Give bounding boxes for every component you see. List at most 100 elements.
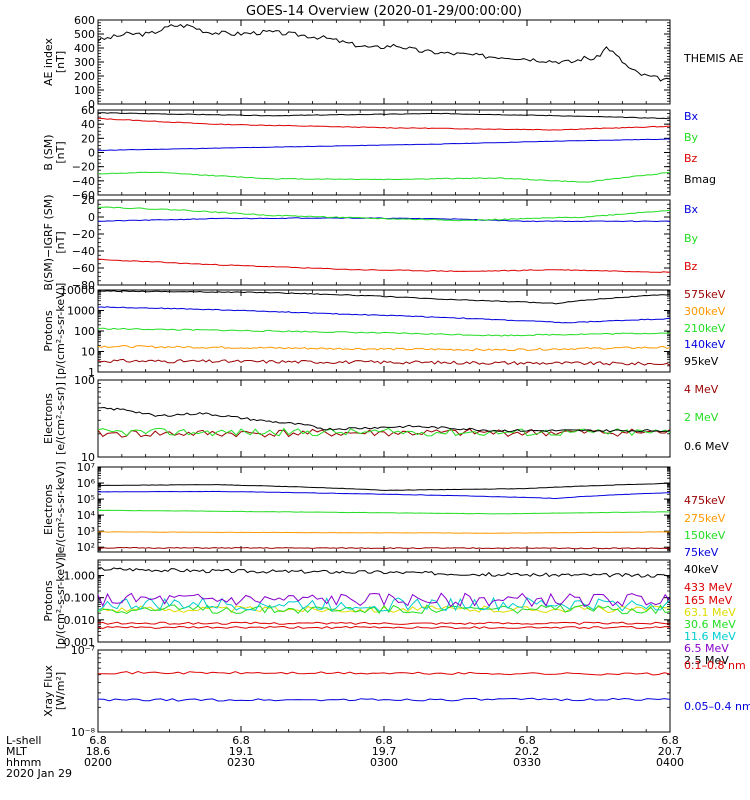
- y-tick-label: 10⁴: [77, 509, 96, 522]
- series-line-433-mev: [98, 625, 670, 630]
- y-axis-label: [nT]: [54, 231, 67, 253]
- series-line-0-1-0-8-nm: [98, 670, 670, 676]
- y-tick-label: 1000: [67, 305, 95, 318]
- series-line-165-mev: [98, 621, 670, 625]
- y-tick-label: 10⁻⁸: [71, 726, 96, 739]
- legend-label: 2.5 MeV: [684, 654, 729, 667]
- y-tick-label: 300: [74, 56, 95, 69]
- y-tick-label: 0: [88, 98, 95, 111]
- legend-label: 165 MeV: [684, 594, 733, 607]
- y-tick-label: 400: [74, 42, 95, 55]
- y-tick-label: 10²: [77, 541, 95, 554]
- y-tick-label: 0.100: [64, 592, 96, 605]
- legend-label: THEMIS AE: [683, 52, 744, 65]
- y-tick-label: 10⁶: [77, 477, 96, 490]
- y-axis-label: [nT]: [54, 51, 67, 73]
- legend-label: 11.6 MeV: [684, 630, 736, 643]
- y-tick-label: 1.000: [64, 569, 96, 582]
- y-tick-label: 10⁵: [77, 493, 95, 506]
- series-line-by: [98, 206, 670, 222]
- x-row-label: 2020 Jan 29: [6, 767, 72, 780]
- x-tick-label-hhmm: 0200: [84, 756, 112, 769]
- legend-label: 0.05–0.4 nm: [684, 700, 750, 713]
- series-line-2-5-mev: [98, 567, 670, 578]
- y-axis-label: [p/(cm²-s-sr-keV)]: [54, 283, 67, 380]
- x-tick-label-lshell: 6.8: [232, 734, 250, 747]
- legend-label: 2 MeV: [684, 411, 719, 424]
- series-line-by: [98, 171, 670, 183]
- series-line-0-05-0-4-nm: [98, 697, 670, 702]
- legend-label: 150keV: [684, 529, 726, 542]
- legend-label: 75keV: [684, 546, 719, 559]
- y-tick-label: 200: [74, 70, 95, 83]
- legend-label: Bx: [684, 203, 699, 216]
- legend-label: 95keV: [684, 355, 719, 368]
- y-tick-label: 60: [81, 104, 95, 117]
- y-axis-label: Xray Flux: [42, 665, 55, 717]
- legend-label: 6.5 MeV: [684, 642, 729, 655]
- legend-label: 140keV: [684, 338, 726, 351]
- y-tick-label: 10⁻⁷: [71, 644, 95, 657]
- x-row-label: MLT: [6, 745, 27, 758]
- legend-label: 30.6 MeV: [684, 618, 736, 631]
- y-tick-label: 10000: [60, 284, 95, 297]
- x-row-label: hhmm: [6, 756, 41, 769]
- series-line-bz: [98, 258, 670, 273]
- panel-xray: 10⁻⁸ 10⁻⁷ Xray Flux [W/m²] 0.1–0.8 nm 0.05–0.…: [42, 644, 750, 739]
- x-row-label: L-shell: [6, 734, 42, 747]
- series-line-bz: [98, 117, 670, 131]
- series-line-bmag: [98, 112, 670, 120]
- y-axis-label: [W/m²]: [54, 672, 67, 710]
- legend-label: 40keV: [684, 563, 719, 576]
- y-axis-label: Electrons: [42, 484, 55, 535]
- y-tick-label: −40: [72, 245, 95, 258]
- y-tick-label: 0: [88, 147, 95, 160]
- legend-label: By: [684, 232, 699, 245]
- y-tick-label: −20: [72, 228, 95, 241]
- y-axis-label: Protons: [42, 580, 55, 621]
- series-line-275kev: [98, 531, 670, 534]
- legend-label: 0.6 MeV: [684, 440, 729, 453]
- figure-title: GOES-14 Overview (2020-01-29/00:00:00): [246, 4, 522, 19]
- panel-protons_mev: 0.001 0.010 0.100 1.000 Protons [p/(cm²-s-sr-…: [42, 553, 736, 667]
- x-tick-label-mlt: 20.2: [515, 745, 540, 758]
- legend-label: 210keV: [684, 322, 726, 335]
- legend-label: 300keV: [684, 305, 726, 318]
- legend-label: 0.1–0.8 nm: [684, 659, 746, 672]
- y-tick-label: 10⁷: [77, 461, 95, 474]
- y-tick-label: −60: [72, 189, 95, 202]
- series-line-575kev: [98, 358, 670, 366]
- legend-label: 275keV: [684, 512, 726, 525]
- series-line-300kev: [98, 344, 670, 352]
- y-axis-label: [e/(cm²-s-sr-keV)]: [54, 461, 67, 557]
- series-line-themis-ae: [98, 23, 670, 82]
- legend-label: Bmag: [684, 173, 716, 186]
- y-tick-label: 500: [74, 28, 95, 41]
- series-line-2-mev: [98, 427, 670, 437]
- legend-label: 475keV: [684, 494, 726, 507]
- y-tick-label: 0: [88, 211, 95, 224]
- x-tick-label-hhmm: 0300: [370, 756, 398, 769]
- y-tick-label: 20: [81, 132, 95, 145]
- x-tick-label-lshell: 6.8: [518, 734, 536, 747]
- series-line-6-5-mev: [98, 592, 670, 608]
- x-tick-label-mlt: 18.6: [86, 745, 111, 758]
- y-axis-label: [nT]: [54, 141, 67, 163]
- legend-label: Bz: [684, 152, 698, 165]
- legend-label: By: [684, 131, 699, 144]
- series-line-75kev: [98, 490, 670, 500]
- x-tick-label-mlt: 19.1: [229, 745, 254, 758]
- series-line-bx: [98, 138, 670, 151]
- y-tick-label: 10: [81, 346, 95, 359]
- legend-label: 4 MeV: [684, 383, 719, 396]
- y-tick-label: 20: [81, 194, 95, 207]
- series-line-140kev: [98, 306, 670, 324]
- legend-label: Bx: [684, 110, 699, 123]
- series-line-95kev: [98, 290, 670, 305]
- y-tick-label: 0.010: [64, 614, 96, 627]
- y-tick-label: 0.001: [64, 636, 96, 649]
- panel-protons: 1 10 100 1000 10000 Protons [p/(cm²-s-sr-keV)]…: [42, 283, 726, 380]
